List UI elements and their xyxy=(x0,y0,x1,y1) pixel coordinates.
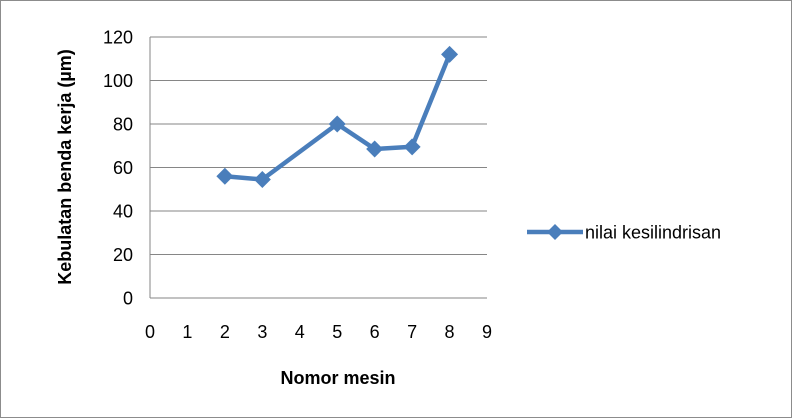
y-tick-labels: 0 20 40 60 80 100 120 xyxy=(103,28,133,309)
y-axis-title: Kebulatan benda kerja (µm) xyxy=(55,49,75,284)
y-tick-label-20: 20 xyxy=(113,245,133,265)
x-tick-label-3: 3 xyxy=(257,322,267,342)
x-tick-label-0: 0 xyxy=(145,322,155,342)
legend: nilai kesilindrisan xyxy=(527,223,721,243)
y-tick-label-60: 60 xyxy=(113,158,133,178)
x-tick-label-8: 8 xyxy=(445,322,455,342)
x-tick-label-7: 7 xyxy=(407,322,417,342)
x-tick-label-4: 4 xyxy=(295,322,305,342)
series-layer xyxy=(216,45,459,188)
x-tick-label-2: 2 xyxy=(220,322,230,342)
x-tick-label-9: 9 xyxy=(482,322,492,342)
y-tick-label-100: 100 xyxy=(103,71,133,91)
axes xyxy=(149,37,487,299)
legend-label-nilai-kesilindrisan: nilai kesilindrisan xyxy=(585,223,721,243)
data-point-7 xyxy=(403,138,421,156)
y-tick-label-40: 40 xyxy=(113,202,133,222)
legend-marker-icon xyxy=(547,224,563,240)
y-tick-label-0: 0 xyxy=(123,289,133,309)
x-tick-label-6: 6 xyxy=(370,322,380,342)
data-point-5 xyxy=(328,115,346,133)
data-point-6 xyxy=(366,140,384,158)
x-tick-label-5: 5 xyxy=(332,322,342,342)
y-tick-label-80: 80 xyxy=(113,115,133,135)
x-axis-title: Nomor mesin xyxy=(280,368,395,388)
x-tick-label-1: 1 xyxy=(182,322,192,342)
gridlines xyxy=(150,36,487,255)
data-point-2 xyxy=(216,167,234,185)
data-point-3 xyxy=(253,170,271,188)
data-point-8 xyxy=(441,45,459,63)
x-tick-labels: 0 1 2 3 4 5 6 7 8 9 xyxy=(145,322,492,342)
y-tick-label-120: 120 xyxy=(103,28,133,48)
